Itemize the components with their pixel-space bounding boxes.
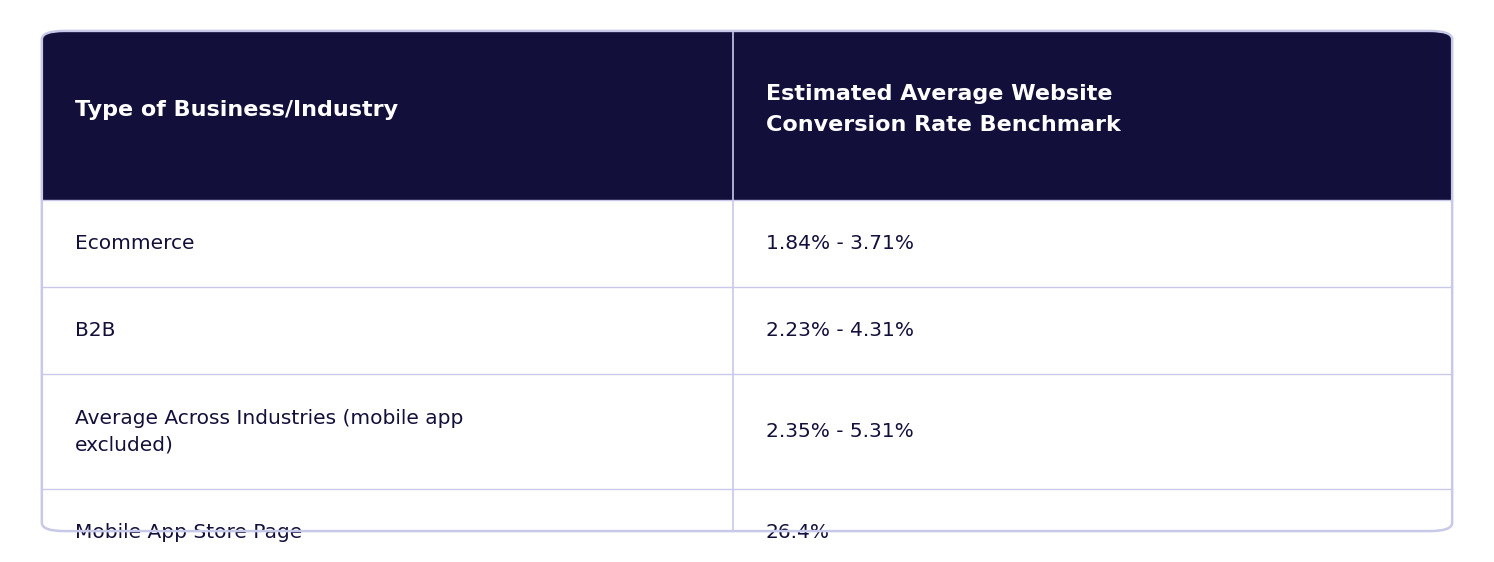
Bar — [42, 374, 1452, 489]
Text: Type of Business/Industry: Type of Business/Industry — [75, 99, 397, 120]
Text: Ecommerce: Ecommerce — [75, 234, 194, 252]
Text: 1.84% - 3.71%: 1.84% - 3.71% — [766, 234, 914, 252]
Text: 2.35% - 5.31%: 2.35% - 5.31% — [766, 422, 913, 441]
Bar — [42, 200, 1452, 287]
FancyBboxPatch shape — [42, 31, 1452, 200]
Text: Average Across Industries (mobile app
excluded): Average Across Industries (mobile app ex… — [75, 409, 463, 454]
Text: Mobile App Store Page: Mobile App Store Page — [75, 523, 302, 542]
Bar — [42, 489, 1452, 562]
Text: 2.23% - 4.31%: 2.23% - 4.31% — [766, 321, 914, 339]
Text: B2B: B2B — [75, 321, 115, 339]
Bar — [42, 287, 1452, 374]
Text: 26.4%: 26.4% — [766, 523, 829, 542]
Text: Estimated Average Website
Conversion Rate Benchmark: Estimated Average Website Conversion Rat… — [766, 84, 1120, 135]
Bar — [42, 179, 1452, 200]
